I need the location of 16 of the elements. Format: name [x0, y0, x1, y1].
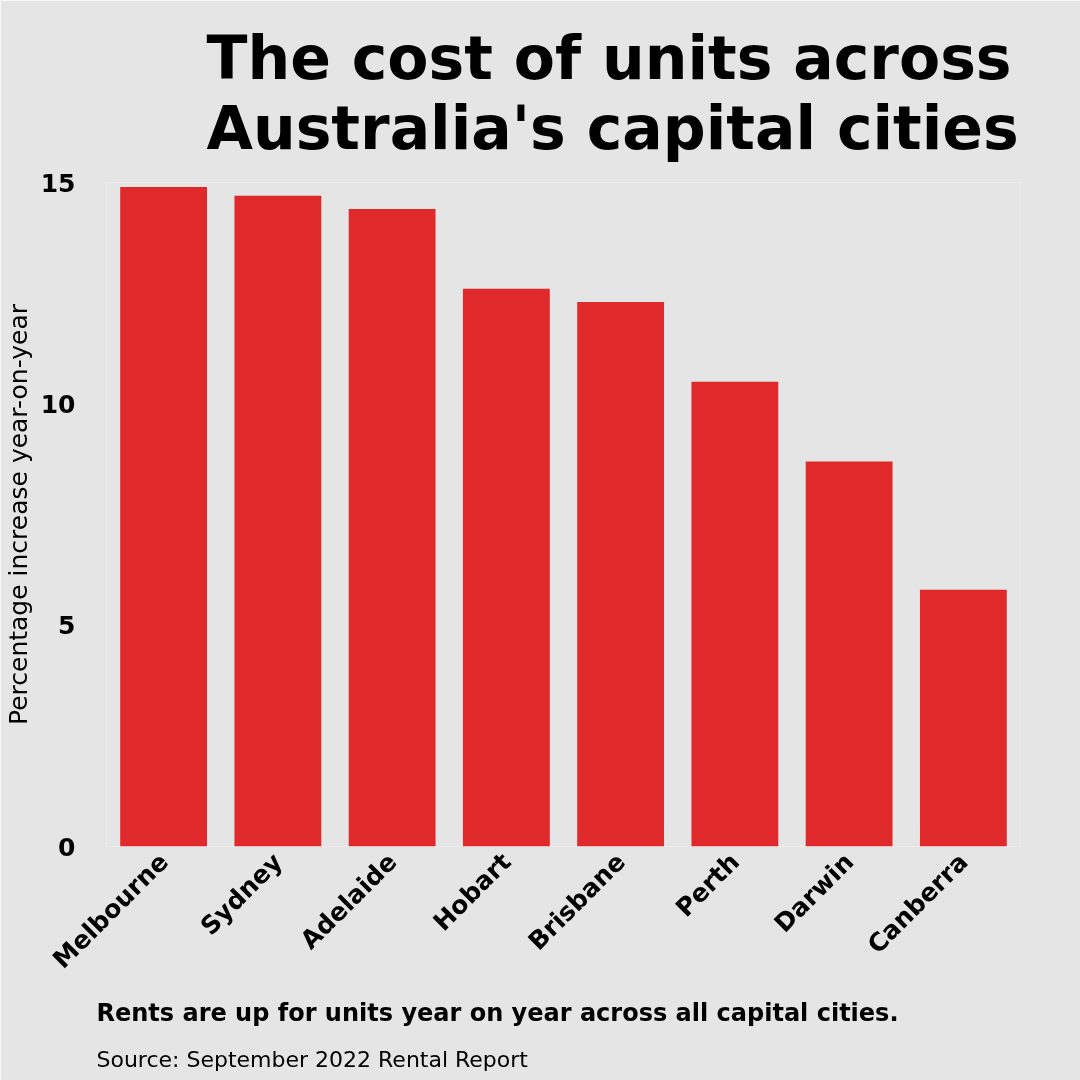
bar: [120, 186, 208, 847]
y-axis-title: Percentage increase year-on-year: [3, 303, 33, 726]
y-tick-label: 15: [40, 168, 76, 198]
bar: [577, 302, 665, 847]
text: Rents are up for units year on year across all capital cities.: [96, 998, 899, 1027]
source-note: Source: September 2022 Rental Report: [96, 1046, 529, 1072]
bar: [234, 195, 322, 847]
chart-title: The cost of units across Australia's capital cities: [206, 22, 1019, 163]
bar: [805, 461, 893, 847]
y-tick-label: 5: [58, 611, 76, 641]
bar: [691, 381, 779, 847]
bar: [462, 288, 550, 847]
y-tick-label: 0: [58, 832, 76, 862]
y-tick-label: 10: [40, 389, 76, 419]
bar: [348, 209, 436, 847]
bar: [919, 589, 1007, 847]
